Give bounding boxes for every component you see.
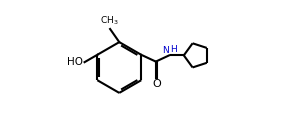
Text: H: H	[170, 45, 177, 54]
Text: CH$_3$: CH$_3$	[100, 14, 119, 27]
Text: O: O	[152, 79, 161, 89]
Text: HO: HO	[67, 57, 83, 67]
Text: N: N	[162, 46, 168, 55]
